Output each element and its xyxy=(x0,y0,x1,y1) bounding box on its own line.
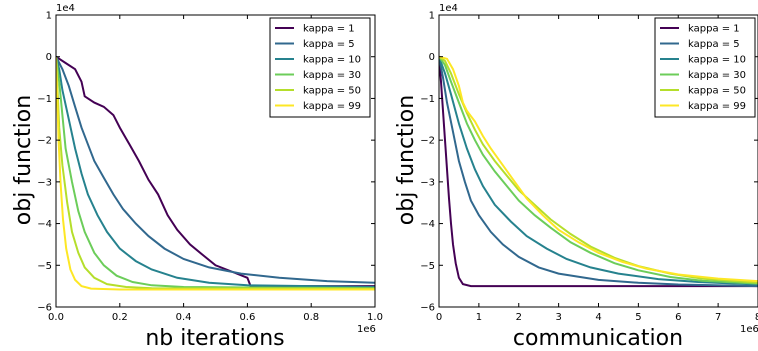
y-tick-label: −5 xyxy=(420,261,435,272)
series-line-4 xyxy=(56,56,375,290)
x-tick-label: 0.2 xyxy=(112,312,128,323)
legend-entry-label: kappa = 5 xyxy=(688,39,740,50)
x-tick-label: 1.0 xyxy=(367,312,383,323)
series-line-6 xyxy=(56,56,375,291)
y-tick-label: 1 xyxy=(429,11,435,22)
legend-entry-label: kappa = 99 xyxy=(303,101,361,112)
y-exponent-label: 1e4 xyxy=(56,3,75,14)
x-tick-label: 0 xyxy=(436,312,442,323)
x-tick-label: 3 xyxy=(555,312,561,323)
series-line-3 xyxy=(56,56,375,288)
legend-entry-label: kappa = 10 xyxy=(688,55,746,66)
x-tick-label: 5 xyxy=(635,312,641,323)
series-line-6 xyxy=(439,55,758,283)
series-line-1 xyxy=(439,56,758,288)
x-tick-label: 7 xyxy=(715,312,721,323)
y-tick-label: −4 xyxy=(37,219,52,230)
legend-entry-label: kappa = 1 xyxy=(688,24,740,35)
legend: kappa = 1 kappa = 5 kappa = 10 kappa = 30 ka… xyxy=(269,17,371,118)
series-line-2 xyxy=(56,56,375,284)
x-tick-label: 6 xyxy=(675,312,681,323)
legend-entry-label: kappa = 30 xyxy=(303,70,361,81)
y-tick-label: −2 xyxy=(37,136,52,147)
x-tick-label: 8 xyxy=(755,312,758,323)
x-tick-label: 0.6 xyxy=(239,312,255,323)
y-tick-label: 0 xyxy=(46,52,52,63)
series-line-4 xyxy=(439,56,758,285)
x-tick-label: 0.4 xyxy=(176,312,192,323)
legend-entry-label: kappa = 50 xyxy=(688,86,746,97)
series-line-2 xyxy=(439,56,758,288)
chart-panel-2: 0 1 2 3 4 5 6 7 8 1 0 −1 −2 −3 −4 −5 −6 1e4 1e6 communicati… xyxy=(394,3,758,351)
plot-frame xyxy=(55,14,376,308)
x-axis-label: communication xyxy=(513,326,683,351)
y-exponent-label: 1e4 xyxy=(439,3,458,14)
y-tick-label: −2 xyxy=(420,136,435,147)
y-tick-label: −4 xyxy=(420,219,435,230)
y-tick-label: −6 xyxy=(420,303,435,314)
legend-entry-label: kappa = 99 xyxy=(688,101,746,112)
y-tick-label: −5 xyxy=(37,261,52,272)
x-exponent-label: 1e6 xyxy=(740,324,758,335)
x-tick-label: 4 xyxy=(595,312,601,323)
x-axis-label: nb iterations xyxy=(145,326,284,351)
y-axis-label: obj function xyxy=(394,95,419,225)
y-tick-label: −3 xyxy=(420,177,435,188)
y-tick-label: −1 xyxy=(420,94,435,105)
chart-panel-1: 0.0 0.2 0.4 0.6 0.8 1.0 1 0 −1 −2 −3 −4 −5 −6 1e4 1e6 nb… xyxy=(11,3,383,351)
y-tick-label: 1 xyxy=(46,11,52,22)
y-axis-label: obj function xyxy=(11,95,36,225)
y-tick-label: −1 xyxy=(37,94,52,105)
legend-entry-label: kappa = 1 xyxy=(303,24,355,35)
series-line-3 xyxy=(439,56,758,286)
legend-entry-label: kappa = 10 xyxy=(303,55,361,66)
x-tick-label: 1 xyxy=(476,312,482,323)
x-exponent-label: 1e6 xyxy=(357,324,376,335)
y-tick-label: −6 xyxy=(37,303,52,314)
legend-box xyxy=(654,17,756,118)
legend: kappa = 1 kappa = 5 kappa = 10 kappa = 30 ka… xyxy=(654,17,756,118)
x-tick-label: 0.8 xyxy=(303,312,319,323)
legend-entry-label: kappa = 5 xyxy=(303,39,355,50)
x-tick-label: 0.0 xyxy=(48,312,64,323)
legend-entry-label: kappa = 30 xyxy=(688,70,746,81)
y-tick-label: −3 xyxy=(37,177,52,188)
legend-entry-label: kappa = 50 xyxy=(303,86,361,97)
x-tick-label: 2 xyxy=(516,312,522,323)
legend-box xyxy=(269,17,371,118)
y-tick-label: 0 xyxy=(429,52,435,63)
